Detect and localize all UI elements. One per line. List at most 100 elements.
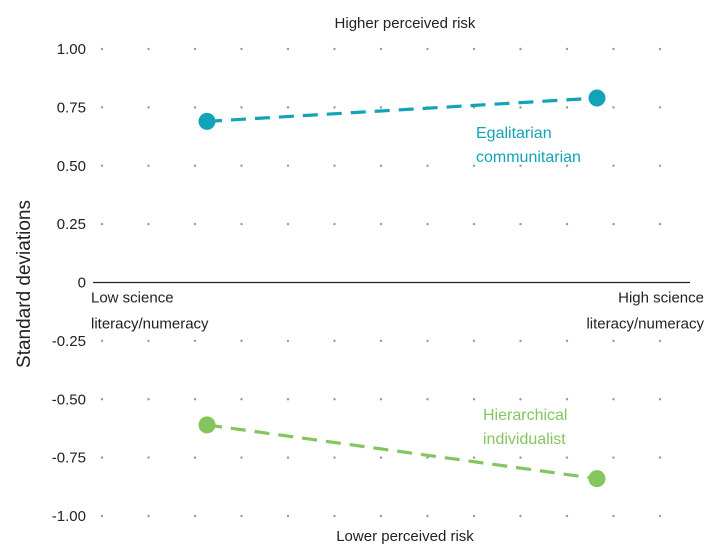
grid-dot xyxy=(379,47,383,51)
grid-dot xyxy=(565,106,569,109)
series-group: Egalitarian communitarian Hierarchical indi… xyxy=(198,89,606,488)
grid-dot xyxy=(565,514,569,518)
grid-dot xyxy=(100,47,104,51)
series-label: communitarian xyxy=(476,149,581,166)
grid-dot xyxy=(240,47,243,51)
x-category-label: High science xyxy=(618,290,704,307)
grid-dot xyxy=(333,47,336,51)
bottom-note: Lower perceived risk xyxy=(336,528,474,545)
y-axis-label: Standard deviations xyxy=(14,200,35,368)
grid-dot xyxy=(612,398,615,401)
grid-dot xyxy=(100,106,104,109)
grid-dot xyxy=(472,398,476,401)
top-note: Higher perceived risk xyxy=(335,15,476,32)
grid-dot xyxy=(286,47,290,51)
grid-dot xyxy=(240,456,243,459)
y-tick-label: -0.75 xyxy=(52,450,86,467)
grid-dot xyxy=(658,514,662,518)
grid-dot xyxy=(426,398,429,401)
grid-dot xyxy=(240,514,243,518)
grid-dot xyxy=(147,456,150,459)
grid-dot xyxy=(147,339,150,343)
grid-dot xyxy=(100,514,104,518)
grid-dot xyxy=(147,398,150,401)
grid-dot xyxy=(472,339,476,343)
grid-dot xyxy=(519,106,522,109)
grid-dot xyxy=(426,222,429,226)
grid-dot xyxy=(426,164,429,167)
grid-dot xyxy=(147,47,150,51)
grid-dot xyxy=(286,398,290,401)
y-tick-label: -0.25 xyxy=(52,333,86,350)
grid-dot xyxy=(472,164,476,167)
grid-dot xyxy=(565,398,569,401)
grid-dot xyxy=(612,456,615,459)
x-category-label: Low science xyxy=(91,290,174,307)
grid-dot xyxy=(426,47,429,51)
grid-dot xyxy=(193,164,197,167)
grid-dot xyxy=(612,339,615,343)
grid-dot xyxy=(379,339,383,343)
grid-dot xyxy=(379,164,383,167)
grid-dot xyxy=(193,456,197,459)
x-category-labels: Low science literacy/numeracy High science… xyxy=(91,290,704,333)
grid-dot xyxy=(193,106,197,109)
grid-dot xyxy=(658,47,662,51)
y-tick-label: 0.50 xyxy=(57,158,86,175)
grid-dot xyxy=(240,164,243,167)
grid-dot xyxy=(333,514,336,518)
grid-dot xyxy=(147,222,150,226)
grid-dot xyxy=(240,222,243,226)
grid-dot xyxy=(286,339,290,343)
grid-dot xyxy=(147,164,150,167)
grid-dot xyxy=(193,398,197,401)
grid-dot xyxy=(658,398,662,401)
grid-dot xyxy=(519,398,522,401)
y-tick-label: 0.75 xyxy=(57,99,86,116)
grid-dot xyxy=(565,47,569,51)
grid-dot xyxy=(193,47,197,51)
grid-dot xyxy=(658,456,662,459)
grid-dot xyxy=(519,47,522,51)
grid-dot xyxy=(519,514,522,518)
series-line xyxy=(206,423,598,481)
grid-dot xyxy=(240,106,243,109)
grid-dot xyxy=(472,456,476,459)
grid-dot xyxy=(333,222,336,226)
grid-dot xyxy=(193,339,197,343)
grid-dot xyxy=(658,106,662,109)
grid-dot xyxy=(286,514,290,518)
grid-dot xyxy=(100,164,104,167)
grid-dot xyxy=(426,456,429,459)
data-point xyxy=(198,112,216,130)
grid-dot xyxy=(565,456,569,459)
y-tick-label: 0 xyxy=(78,275,86,292)
grid-dot xyxy=(379,514,383,518)
grid-dot xyxy=(519,456,522,459)
grid-dot xyxy=(658,164,662,167)
grid-dot xyxy=(612,514,615,518)
grid-dot xyxy=(565,222,569,226)
grid-dot xyxy=(565,339,569,343)
grid-dot xyxy=(658,339,662,343)
grid-dot xyxy=(333,339,336,343)
y-tick-label: 1.00 xyxy=(57,41,86,58)
grid-dot xyxy=(100,456,104,459)
grid-dots xyxy=(100,47,662,518)
grid-dot xyxy=(519,222,522,226)
grid-dot xyxy=(612,47,615,51)
grid-dot xyxy=(286,456,290,459)
y-tick-label: 0.25 xyxy=(57,216,86,233)
grid-dot xyxy=(100,222,104,226)
grid-dot xyxy=(147,106,150,109)
grid-dot xyxy=(519,164,522,167)
grid-dot xyxy=(379,456,383,459)
grid-dot xyxy=(193,514,197,518)
grid-dot xyxy=(612,164,615,167)
grid-dot xyxy=(472,514,476,518)
series-label: Hierarchical xyxy=(483,407,567,424)
grid-dot xyxy=(333,398,336,401)
grid-dot xyxy=(658,222,662,226)
data-point xyxy=(198,416,216,434)
grid-dot xyxy=(100,339,104,343)
